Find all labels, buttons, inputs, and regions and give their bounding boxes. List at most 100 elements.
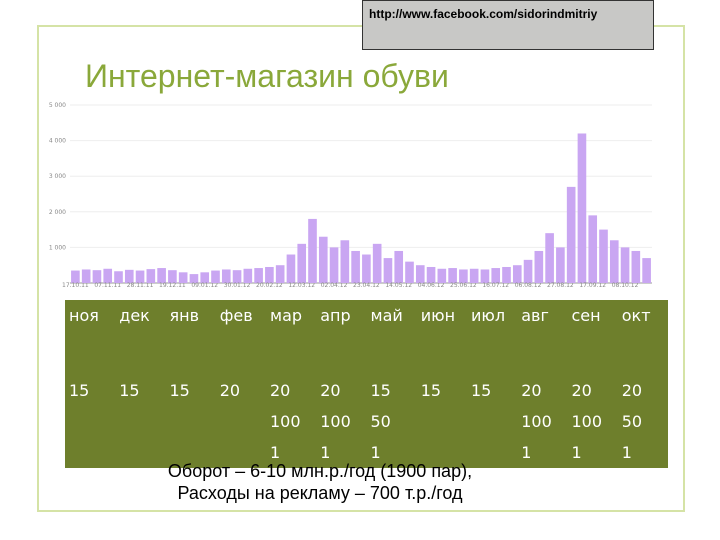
slide-frame <box>37 25 685 512</box>
bar <box>275 265 285 283</box>
bar <box>103 268 113 283</box>
bar <box>631 250 641 283</box>
bar <box>491 268 501 283</box>
x-tick-label: 19.12.11 <box>159 282 186 289</box>
bar <box>642 258 651 283</box>
table-cell: июн <box>420 306 456 325</box>
x-tick-label: 28.11.11 <box>127 282 154 289</box>
table-cell: сен <box>571 306 601 325</box>
table-cell: 20 <box>621 381 643 400</box>
table-cell: май <box>370 306 403 325</box>
bar <box>405 261 414 283</box>
table-cell: 20 <box>320 381 341 400</box>
table-cell: 50 <box>370 412 391 431</box>
x-tick-label: 07.11.11 <box>94 282 121 289</box>
bar <box>221 269 231 283</box>
bar <box>178 272 188 283</box>
bar <box>135 270 145 283</box>
bar <box>372 243 382 283</box>
bar <box>383 258 393 283</box>
table-cell: 20 <box>521 381 542 400</box>
bar <box>448 268 457 283</box>
x-tick-label: 20.02.12 <box>256 282 283 289</box>
bar <box>609 240 619 283</box>
x-tick-label: 14.05.12 <box>385 282 412 289</box>
y-tick-label: 1 000 <box>49 244 66 251</box>
bar <box>459 269 468 283</box>
bar <box>351 250 360 283</box>
table-cell: 15 <box>370 381 391 400</box>
table-cell: 1 <box>370 443 381 462</box>
table-cell <box>417 406 467 437</box>
table-cell: 1 <box>270 443 281 462</box>
footer-line: Оборот – 6-10 млн.р./год (1900 пар), <box>167 461 473 481</box>
bar <box>243 268 253 283</box>
x-tick-label: 08.10.12 <box>612 282 639 289</box>
table-cell <box>115 406 165 437</box>
bar <box>71 270 80 283</box>
table-cell: дек <box>119 306 150 325</box>
bar <box>329 247 339 283</box>
bar <box>168 270 177 283</box>
table-cell: 20 <box>219 381 241 400</box>
y-tick-label: 3 000 <box>49 173 66 180</box>
x-tick-label: 02.04.12 <box>321 282 348 289</box>
bar <box>437 268 447 283</box>
bar <box>297 243 307 283</box>
bar <box>124 269 134 283</box>
bar <box>200 272 210 283</box>
table-cell: 20 <box>571 381 592 400</box>
bar <box>599 229 608 283</box>
bar <box>556 247 565 283</box>
bar <box>254 268 263 283</box>
bar <box>340 240 350 283</box>
x-tick-label: 04.06.12 <box>418 282 445 289</box>
table-cell: 1 <box>571 443 582 462</box>
table-cell: 1 <box>621 443 632 462</box>
table-cell <box>467 406 517 437</box>
x-tick-label: 17.09.12 <box>579 282 606 289</box>
table-row: 1 1 1 1 1 1 <box>65 437 668 468</box>
bar <box>308 218 317 283</box>
table-cell: 100 <box>320 412 351 431</box>
bar <box>469 268 479 283</box>
data-table: ноя дек янв фев мар апр май июн июл авг сен окт 15 15… <box>65 300 668 468</box>
bar <box>415 265 425 283</box>
table-header: ноя дек янв фев мар апр май июн июл авг сен окт <box>65 300 668 375</box>
bar <box>211 270 220 283</box>
table-cell <box>65 406 115 437</box>
bar <box>189 274 199 283</box>
x-tick-label: 27.08.12 <box>547 282 574 289</box>
bar <box>523 259 533 283</box>
table-cell: 100 <box>521 412 552 431</box>
x-tick-label: 17.10.11 <box>62 282 89 289</box>
table-cell: мар <box>270 306 303 325</box>
footer: Оборот – 6-10 млн.р./год (1900 пар), Расх… <box>100 460 540 504</box>
bar <box>157 268 166 283</box>
table-cell: 15 <box>69 381 90 400</box>
table-cell: ноя <box>69 306 99 325</box>
x-tick-label: 12.03.12 <box>288 282 315 289</box>
table-cell: 100 <box>270 412 301 431</box>
x-tick-label: 23.04.12 <box>353 282 380 289</box>
bar <box>394 250 404 283</box>
bar <box>588 215 598 283</box>
table-cell: 50 <box>621 412 643 431</box>
bar <box>286 254 296 283</box>
table-cell: 15 <box>169 381 190 400</box>
slide-title: Интернет-магазин обуви <box>85 58 449 94</box>
bar <box>566 186 576 283</box>
bar <box>577 133 587 283</box>
table-cell: апр <box>320 306 351 325</box>
footer-line: Расходы на рекламу – 700 т.р./год <box>177 483 463 503</box>
table-cell: 15 <box>420 381 442 400</box>
bar <box>362 254 371 283</box>
table-cell: авг <box>521 306 549 325</box>
plot-bg <box>70 105 652 283</box>
x-tick-label: 16.07.12 <box>482 282 509 289</box>
bar <box>502 266 511 283</box>
bar <box>318 236 328 283</box>
bar <box>265 266 274 283</box>
table-cell: 1 <box>320 443 331 462</box>
